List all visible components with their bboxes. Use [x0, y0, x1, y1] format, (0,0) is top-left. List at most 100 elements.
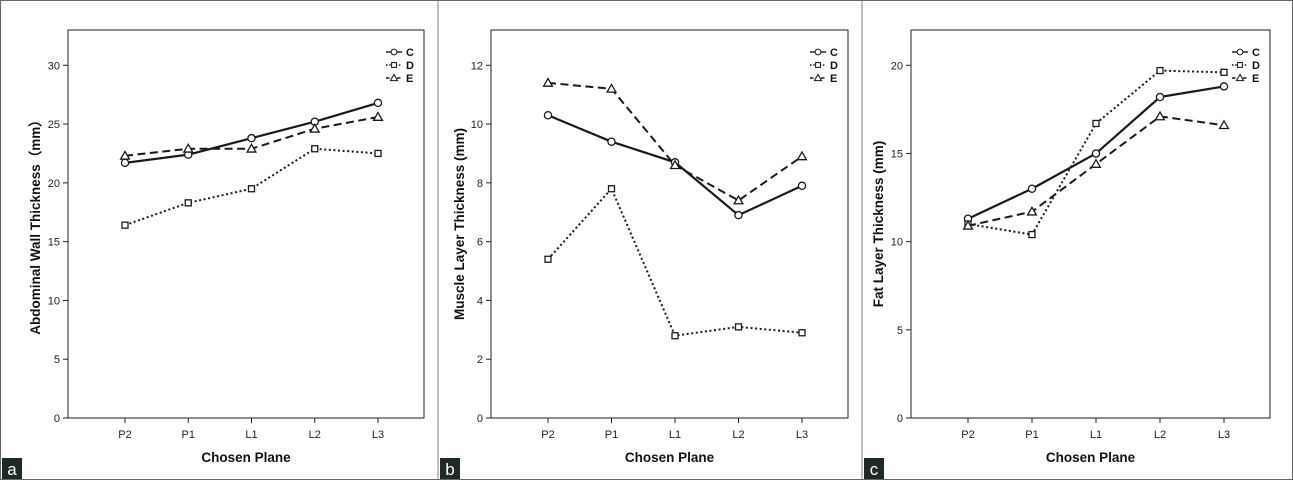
y-axis-title: Muscle Layer Thickness (mm) [452, 128, 467, 320]
data-point-d [1156, 66, 1164, 75]
data-point-e [962, 220, 974, 230]
data-point-d [311, 145, 319, 153]
y-tick-label: 0 [54, 413, 60, 425]
data-point-c [543, 110, 553, 120]
data-point-d [1220, 68, 1228, 76]
data-point-d [607, 185, 616, 193]
data-point-e [796, 150, 808, 161]
legend-label-c: C [830, 47, 838, 59]
data-point-c [1027, 184, 1037, 193]
x-axis-title: Chosen Plane [201, 450, 291, 465]
data-point-e [1090, 158, 1102, 168]
data-point-c [607, 137, 616, 146]
data-point-d [1028, 230, 1036, 239]
y-tick-label: 10 [471, 119, 483, 131]
data-point-c [1155, 92, 1165, 102]
y-tick-label: 8 [477, 178, 483, 190]
y-axis-title: Fat Layer Thickness (mm) [871, 141, 886, 308]
panel-letter-bg [2, 458, 22, 479]
data-point-d [121, 221, 129, 229]
x-tick-label: L3 [796, 429, 808, 441]
series-e [542, 77, 808, 205]
y-tick-label: 20 [891, 60, 903, 72]
plot-frame [490, 29, 849, 419]
data-point-d [1092, 119, 1100, 128]
y-tick-label: 25 [48, 119, 60, 131]
data-point-c [1091, 149, 1101, 158]
legend-marker-d [1237, 62, 1243, 68]
data-point-d [544, 255, 552, 263]
plot-frame [910, 29, 1271, 419]
series-e [119, 111, 384, 160]
data-point-d [798, 329, 806, 337]
x-tick-label: L1 [1090, 429, 1102, 441]
data-point-c [797, 181, 807, 191]
y-tick-label: 30 [48, 60, 60, 72]
legend: CDE [810, 47, 838, 85]
plot-frame [67, 29, 425, 419]
y-tick-label: 2 [477, 354, 483, 366]
legend-marker-c [390, 48, 398, 56]
x-tick-label: P2 [118, 429, 131, 441]
legend-marker-e [1235, 73, 1245, 82]
data-point-e [1218, 119, 1230, 130]
panel-letter: a [7, 460, 17, 479]
y-axis-title: Abdominal Wall Thickness（mm） [28, 113, 43, 335]
x-tick-label: L1 [669, 429, 681, 441]
data-point-d [374, 149, 382, 158]
panel-letter-bg [864, 458, 884, 479]
x-tick-label: P2 [541, 429, 554, 441]
x-tick-label: P1 [182, 429, 195, 441]
y-tick-label: 15 [891, 148, 903, 160]
data-point-c [1219, 82, 1229, 91]
y-tick-label: 12 [471, 60, 483, 72]
data-point-d [184, 199, 192, 207]
data-point-d [247, 185, 256, 193]
legend-marker-d [815, 62, 821, 68]
x-tick-label: P1 [605, 429, 618, 441]
x-tick-label: L1 [245, 429, 257, 441]
legend-label-e: E [406, 73, 413, 85]
data-point-e [732, 194, 745, 205]
data-point-e [542, 77, 554, 87]
data-point-c [247, 133, 256, 143]
y-tick-label: 10 [48, 295, 60, 307]
data-point-d [671, 332, 679, 340]
y-tick-label: 0 [477, 413, 483, 425]
chart-panel-b: 0 2 4 6 8 10 12 P2 P1 L1 L2 L3 Chosen Plane Muscle La… [440, 29, 849, 479]
x-tick-label: L3 [372, 429, 384, 441]
y-tick-label: 5 [54, 354, 60, 366]
y-tick-label: 10 [891, 237, 903, 249]
x-tick-label: L2 [1154, 429, 1166, 441]
data-point-e [1154, 110, 1166, 121]
chart-panel-a: 0 5 10 15 20 25 30 P2 P1 L1 L2 L3 Chosen Plane Abdomi… [2, 29, 425, 479]
data-point-e [605, 83, 618, 93]
y-tick-label: 5 [897, 325, 903, 337]
legend-label-e: E [1252, 73, 1259, 85]
legend-label-d: D [1252, 60, 1260, 72]
series-e [962, 110, 1230, 230]
chart-panel-c: 0 5 10 15 20 P2 P1 L1 L2 L3 Chosen Plane Fat Layer … [864, 29, 1271, 479]
x-tick-label: P2 [961, 429, 974, 441]
panel-letter: b [445, 460, 454, 479]
legend-label-c: C [1252, 47, 1260, 59]
series-line-d [967, 69, 1225, 236]
legend: CDE [1232, 47, 1260, 85]
legend-label-d: D [406, 60, 414, 72]
series-d [544, 185, 806, 340]
legend-marker-e [389, 73, 399, 82]
data-point-c [120, 158, 130, 168]
legend-marker-c [814, 48, 822, 56]
legend: CDE [386, 47, 414, 85]
x-tick-label: L3 [1218, 429, 1230, 441]
data-point-e [245, 143, 258, 153]
series-d [121, 145, 382, 229]
data-point-e [372, 111, 384, 121]
y-tick-label: 6 [477, 237, 483, 249]
legend-label-d: D [830, 60, 838, 72]
data-point-e [309, 123, 321, 133]
x-tick-label: P1 [1025, 429, 1038, 441]
data-point-e [182, 143, 194, 153]
